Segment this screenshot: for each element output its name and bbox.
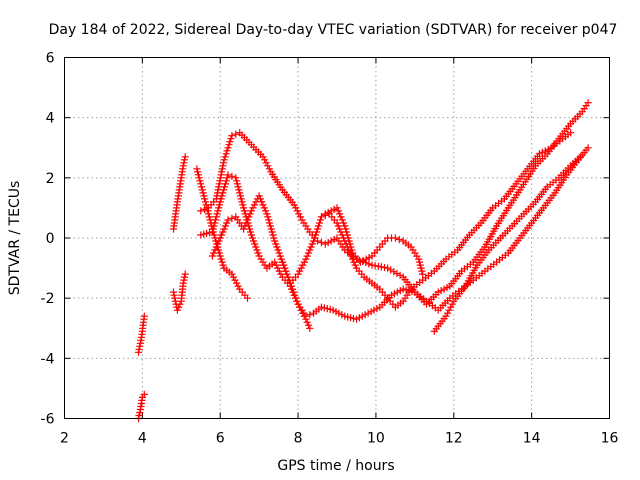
x-tick-label: 4 [138, 431, 147, 447]
data-point [296, 213, 304, 221]
y-tick-label: -6 [41, 412, 55, 428]
data-point [391, 234, 399, 242]
y-tick-label: 2 [46, 171, 55, 187]
series-track-d [169, 153, 189, 233]
data-point [197, 180, 205, 188]
data-point [567, 129, 575, 137]
x-tick-label: 8 [294, 431, 303, 447]
data-point [216, 252, 224, 260]
y-tick-label: 6 [46, 51, 55, 67]
y-axis-label: SDTVAR / TECUs [7, 181, 23, 296]
y-tick-label: 4 [46, 111, 55, 127]
data-point [228, 132, 236, 140]
data-points [134, 99, 592, 423]
data-point [140, 390, 148, 398]
data-point [338, 216, 346, 224]
data-point [265, 216, 273, 224]
data-point [315, 219, 324, 227]
data-point [290, 288, 298, 296]
x-tick-label: 16 [601, 431, 619, 447]
data-point [224, 171, 232, 179]
data-point [224, 216, 232, 224]
x-axis-label: GPS time / hours [277, 458, 394, 474]
data-point [232, 130, 240, 138]
data-point [584, 144, 592, 152]
y-tick-label: -2 [41, 291, 55, 307]
axis-ticks: 2 4 6 8 10 12 14 16 -6 -4 -2 0 2 4 6 [41, 51, 619, 447]
data-point [242, 219, 250, 227]
data-point [228, 214, 236, 222]
series-track-a [134, 390, 148, 423]
data-point [584, 99, 592, 107]
data-point [243, 294, 252, 302]
x-tick-label: 6 [216, 431, 225, 447]
data-point [228, 172, 236, 180]
data-point [233, 180, 241, 188]
data-point [317, 238, 325, 247]
series-track-i [278, 144, 592, 323]
data-point [140, 312, 148, 320]
data-point [275, 249, 283, 257]
data-point [365, 260, 373, 268]
chart-title: Day 184 of 2022, Sidereal Day-to-day VTE… [49, 22, 618, 38]
data-point [201, 205, 209, 213]
series-track-j [321, 204, 427, 278]
y-tick-label: -4 [41, 351, 55, 367]
data-point [304, 321, 313, 329]
series-track-k [430, 153, 584, 335]
series-track-b [134, 312, 148, 356]
x-tick-label: 14 [523, 431, 541, 447]
y-tick-label: 0 [46, 231, 55, 247]
data-point [317, 213, 325, 221]
data-point [419, 270, 427, 278]
data-point [181, 270, 189, 278]
data-point [211, 219, 219, 227]
plot-frame [64, 57, 610, 419]
data-point [221, 180, 229, 188]
x-tick-label: 2 [60, 431, 69, 447]
data-point [303, 252, 311, 260]
data-point [224, 144, 232, 152]
data-point [306, 311, 314, 319]
data-point [181, 153, 189, 161]
x-tick-label: 12 [445, 431, 463, 447]
series-track-c [169, 270, 189, 314]
data-point [197, 207, 205, 215]
data-point [306, 324, 314, 332]
data-point [302, 312, 310, 320]
series-track-h [208, 129, 575, 311]
data-point [576, 153, 584, 161]
data-point [395, 235, 403, 244]
x-tick-label: 10 [367, 431, 385, 447]
